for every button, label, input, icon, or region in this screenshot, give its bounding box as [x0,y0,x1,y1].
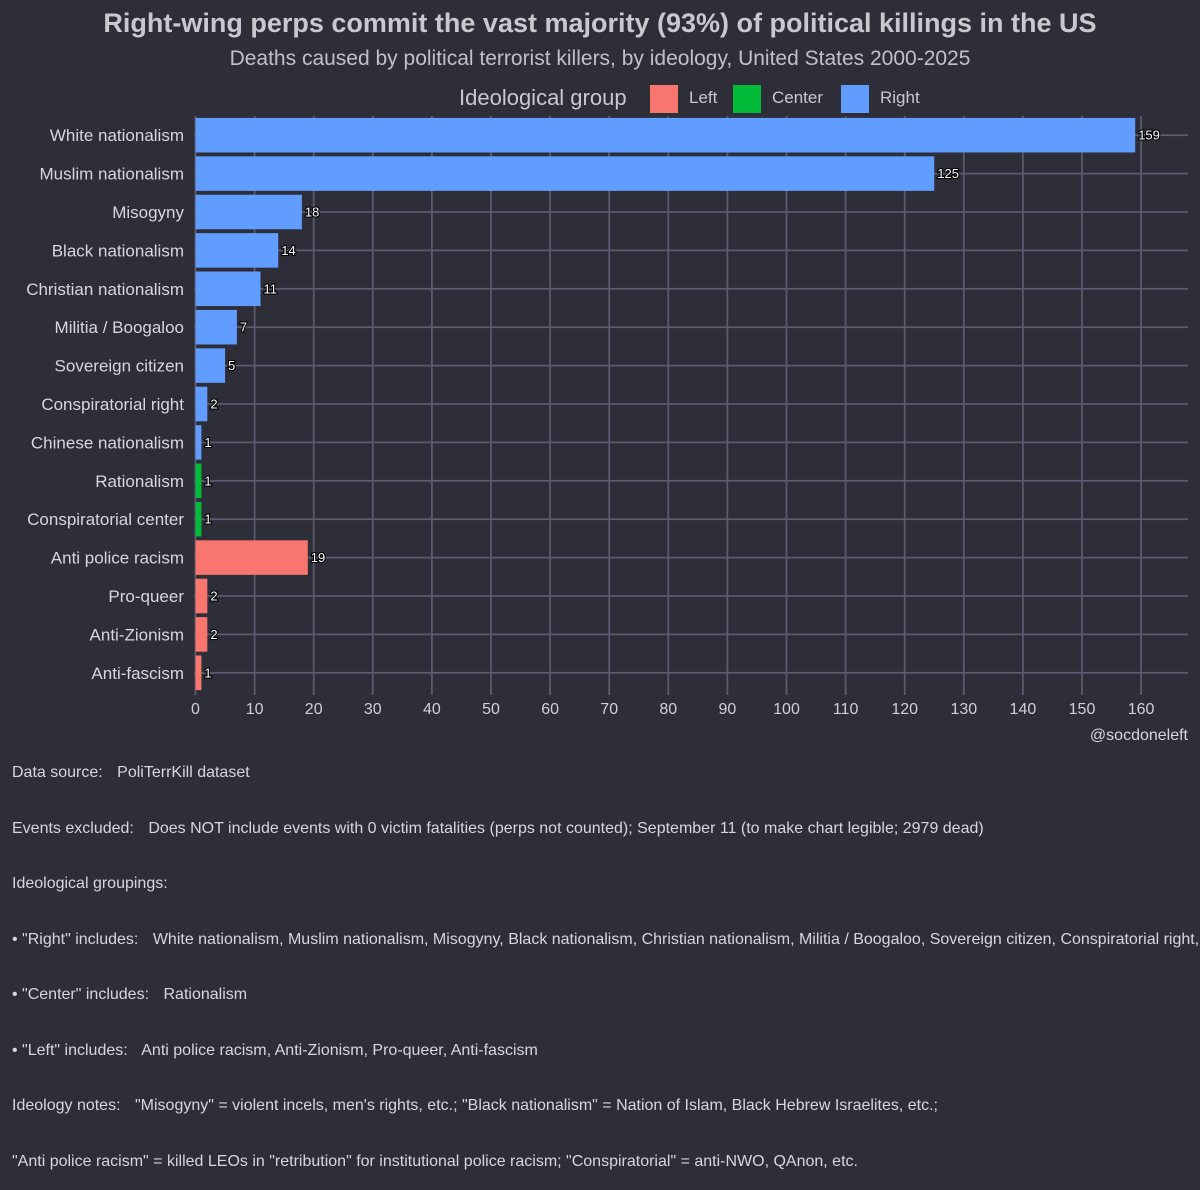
chart-subtitle: Deaths caused by political terrorist kil… [229,47,971,70]
legend: Ideological group Left Center Right [0,84,1200,113]
bar [195,348,226,383]
footer-line: Data source: PoliTerrKill dataset [12,764,1200,783]
value-label: 2 [210,627,217,642]
value-label: 19 [311,550,325,565]
legend-label-center: Center [772,88,824,107]
value-label: 1 [204,512,211,527]
credit-handle: @socdoneleft [1089,727,1188,745]
x-tick-label: 0 [191,701,200,718]
footer-line-label: • "Right" includes: [12,930,139,948]
legend-label-left: Left [689,88,718,107]
category-label: Militia / Boogaloo [55,318,184,337]
bar [195,117,1136,153]
footer-line-label: Ideology notes: [12,1097,121,1114]
footer-line: Ideological groupings: [12,875,1200,894]
bar [195,233,279,268]
category-label: Muslim nationalism [39,165,184,184]
bar [195,617,208,652]
bar [195,271,261,307]
x-tick-label: 50 [482,701,500,718]
x-tick-label: 130 [950,701,977,718]
category-label: White nationalism [50,126,184,145]
category-label: Conspiratorial center [27,510,184,529]
value-label: 125 [937,166,959,181]
value-label: 159 [1138,128,1160,143]
bar [195,540,308,575]
value-label: 1 [204,435,211,450]
footer-line: Events excluded: Does NOT include events… [12,820,1200,839]
value-label: 1 [204,665,211,680]
footer-line-text: Does NOT include events with 0 victim fa… [148,819,984,837]
value-label: 1 [204,473,211,488]
footer-line-label: • "Left" includes: [12,1041,128,1059]
bar [195,578,208,614]
bar [195,309,237,345]
value-label: 2 [210,397,217,412]
value-label: 7 [240,320,247,335]
bar [195,386,208,422]
x-tick-label: 70 [600,701,618,718]
x-tick-label: 90 [719,701,737,718]
x-tick-label: 20 [305,701,323,718]
category-label: Misogyny [112,203,184,222]
footer-line: • "Center" includes: Rationalism [12,986,1200,1005]
footer-line-label: Events excluded: [12,819,134,837]
bar [195,655,202,691]
x-tick-label: 40 [423,701,441,718]
value-label: 18 [305,205,319,220]
footer-line-label: Ideological groupings: [12,875,168,892]
x-tick-label: 110 [833,701,859,718]
legend-title: Ideological group [459,85,627,110]
footer-line-text: Rationalism [163,986,248,1003]
footer-line: • "Right" includes: White nationalism, M… [12,931,1200,950]
category-label: Sovereign citizen [55,357,184,376]
category-label: Rationalism [95,472,184,491]
x-tick-label: 160 [1128,701,1155,718]
category-label: Pro-queer [108,587,184,606]
x-tick-label: 120 [891,701,918,718]
category-label: Anti-fascism [91,664,184,683]
x-tick-label: 100 [773,701,800,718]
value-label: 14 [281,243,295,258]
x-tick-label: 140 [1010,701,1037,718]
bar [195,156,935,191]
footer-line-text: Anti police racism, Anti-Zionism, Pro-qu… [141,1041,538,1059]
footer-line: "Anti police racism" = killed LEOs in "r… [12,1153,1200,1172]
bar-chart: 0 10 20 30 40 50 60 70 80 90 100 110 120 130 140 150 160… [26,116,1188,718]
value-label: 2 [210,589,217,604]
x-tick-label: 30 [364,701,382,718]
bar [195,501,202,537]
footer-line-label: Data source: [12,764,103,781]
footer-line-text: White nationalism, Muslim nationalism, M… [152,930,1200,948]
category-label: Conspiratorial right [41,395,184,414]
footer-line: • "Left" includes: Anti police racism, A… [12,1042,1200,1061]
footer-line-label: • "Center" includes: [12,986,150,1003]
value-label: 11 [264,281,278,296]
footer-line-text: PoliTerrKill dataset [117,764,250,781]
value-label: 5 [228,358,235,373]
category-label: Anti-Zionism [90,625,184,644]
footer-notes: Data source: PoliTerrKill dataset Events… [12,727,1200,1190]
footer-line-text: "Anti police racism" = killed LEOs in "r… [12,1152,858,1170]
x-tick-label: 80 [659,701,677,718]
chart-title: Right-wing perps commit the vast majorit… [103,8,1097,38]
legend-key-center [733,85,761,113]
category-label: Anti police racism [51,549,184,568]
category-label: Christian nationalism [26,280,184,299]
category-label: Chinese nationalism [31,433,184,452]
x-tick-label: 10 [246,701,264,718]
bar [195,425,202,460]
category-label: Black nationalism [52,241,184,260]
legend-label-right: Right [880,88,920,107]
x-tick-label: 60 [541,701,559,718]
bar [195,463,202,499]
footer-line-text: "Misogyny" = violent incels, men's right… [134,1097,938,1114]
footer-line: Ideology notes: "Misogyny" = violent inc… [12,1097,1200,1116]
legend-key-right [841,85,869,113]
x-tick-label: 150 [1069,701,1096,718]
legend-key-left [650,85,678,113]
bar [195,194,302,230]
